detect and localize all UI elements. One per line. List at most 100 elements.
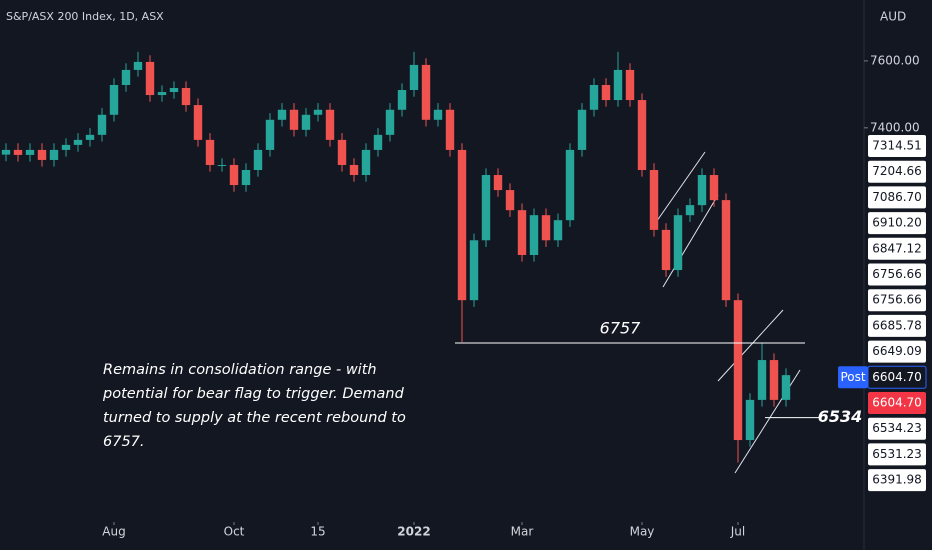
post-label-box [838, 366, 868, 389]
candle-body [277, 109, 287, 120]
candle-body [745, 399, 755, 441]
candle-body [769, 360, 779, 400]
price-label: 7086.70 [872, 190, 922, 204]
candle-body [781, 375, 791, 400]
y-tick-label: 7400.00 [870, 120, 920, 134]
price-label: 6649.09 [872, 344, 922, 358]
annotation-line: potential for bear flag to trigger. Dema… [102, 386, 405, 402]
candle-body [721, 200, 731, 301]
candle-body [445, 109, 455, 150]
candle-body [313, 109, 323, 115]
candle-body [397, 90, 407, 110]
chart-title: S&P/ASX 200 Index, 1D, ASX [6, 10, 164, 23]
channel-line [651, 151, 706, 229]
level-label: 6757 [600, 318, 642, 337]
price-label: 6756.66 [872, 267, 922, 281]
candle-body [361, 149, 371, 176]
candle-body [649, 169, 659, 230]
candle-body [601, 84, 611, 101]
candle-body [733, 300, 743, 441]
candle-body [637, 100, 647, 170]
candle-body [1, 149, 11, 155]
candle-body [265, 119, 275, 150]
price-label: 7204.66 [872, 164, 922, 178]
x-tick-label: Aug [102, 525, 125, 539]
candle-body [121, 69, 131, 85]
candle-body [409, 64, 419, 91]
candle-body [25, 149, 35, 155]
candle-body [85, 134, 95, 140]
x-tick-label: 15 [310, 525, 325, 539]
annotation-line: turned to supply at the recent rebound t… [103, 410, 406, 426]
price-label-box [868, 212, 926, 235]
candle-body [181, 88, 191, 106]
candle-body [301, 114, 311, 130]
candle-body [253, 149, 263, 170]
price-label-box [868, 340, 926, 363]
candle-body [61, 144, 71, 150]
candle-body [193, 105, 203, 140]
price-label-box [868, 186, 926, 209]
price-label-box [868, 443, 926, 466]
candle-body [493, 175, 503, 191]
price-label: 6391.98 [872, 473, 922, 487]
candle-body [481, 175, 491, 241]
candle-body [529, 215, 539, 255]
candle-body [169, 88, 179, 93]
price-label-box [868, 289, 926, 312]
currency: AUD [880, 10, 906, 24]
level-label: 6534 [818, 407, 863, 426]
candle-body [757, 360, 767, 400]
candle-body [517, 210, 527, 255]
annotation-line: Remains in consolidation range - with [103, 362, 377, 378]
candle-body [217, 164, 227, 166]
price-label-box [868, 237, 926, 260]
price-label: 6534.23 [872, 421, 922, 435]
x-tick-label: Oct [224, 525, 245, 539]
price-label: 6847.12 [872, 241, 922, 255]
price-label-box [868, 417, 926, 440]
x-tick-label: May [630, 525, 655, 539]
candle-body [613, 69, 623, 101]
price-label: 6604.70 [872, 370, 922, 384]
x-tick-label: Mar [511, 525, 534, 539]
candle-body [541, 215, 551, 241]
price-label-box [868, 135, 926, 157]
candle-body [553, 220, 563, 241]
candle-body [109, 84, 119, 115]
candle-body [385, 109, 395, 135]
post-label: Post [840, 370, 865, 384]
candle-body [13, 149, 23, 155]
candle-body [157, 92, 167, 96]
candle-body [37, 149, 47, 160]
candle-body [625, 69, 635, 101]
candle-body [685, 205, 695, 216]
candle-body [673, 215, 683, 271]
candle-body [589, 84, 599, 110]
candle-body [421, 64, 431, 120]
price-label-box [868, 392, 926, 414]
price-label-box [868, 469, 926, 492]
candle-body [229, 164, 239, 186]
candle-body [433, 109, 443, 120]
candle-body [73, 139, 83, 145]
candle-body [505, 190, 515, 211]
candle-body [289, 109, 299, 130]
candle-body [577, 109, 587, 150]
price-label-box [868, 263, 926, 286]
candle-body [325, 109, 335, 140]
candle-body [205, 139, 215, 165]
price-label-box [868, 160, 926, 183]
candle-body [457, 149, 467, 301]
bear-flag-channels [651, 151, 801, 474]
candle-body [697, 175, 707, 206]
candle-body [241, 169, 251, 186]
price-label: 6531.23 [872, 447, 922, 461]
candle-body [661, 229, 671, 271]
price-label: 6685.78 [872, 318, 922, 332]
channel-line [717, 309, 784, 382]
price-label: 6604.70 [872, 396, 922, 410]
candle-body [373, 134, 383, 150]
x-tick-label: Jul [730, 525, 745, 539]
